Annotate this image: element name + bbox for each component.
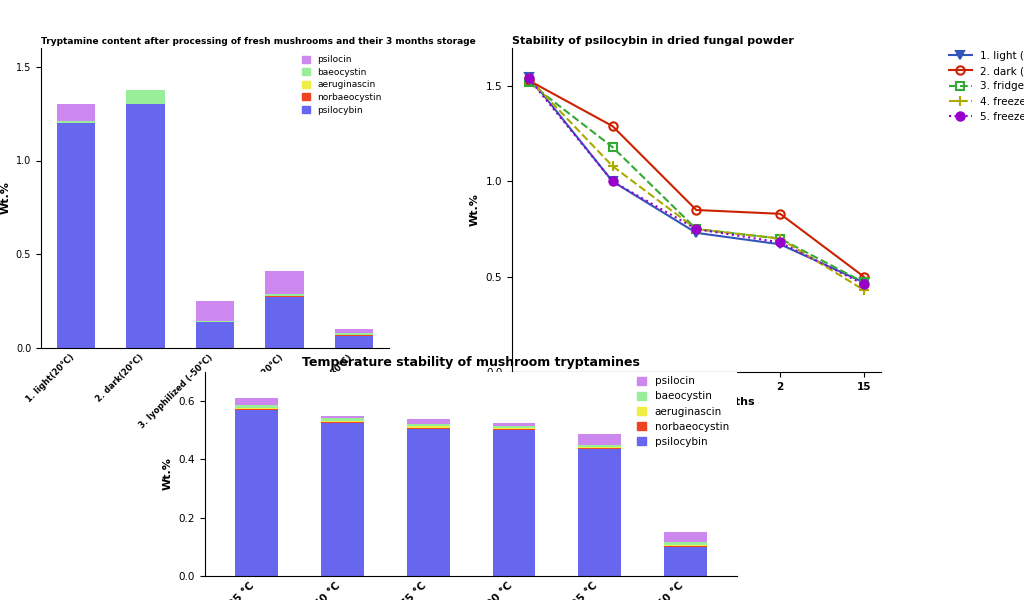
1. light (20 °C) — [606, 178, 618, 185]
5. freezer (-80 °C) — [690, 226, 702, 233]
Bar — [196, 301, 234, 321]
Bar — [407, 428, 450, 429]
1. light (20 °C) — [690, 229, 702, 236]
Legend: 1. light (20 °C), 2. dark (20 °C), 3. fridge (4 °C), 4. freezer (-20 °C), 5. fre: 1. light (20 °C), 2. dark (20 °C), 3. fr… — [944, 47, 1024, 126]
Bar — [56, 104, 95, 121]
Bar — [265, 298, 304, 348]
Title: Temperature stability of mushroom tryptamines: Temperature stability of mushroom trypta… — [302, 356, 640, 370]
3. fridge (4 °C) — [858, 279, 870, 286]
1. light (20 °C) — [858, 279, 870, 286]
Bar — [493, 429, 536, 430]
Bar — [665, 532, 708, 542]
Bar — [335, 336, 374, 348]
Bar — [493, 423, 536, 425]
Line: 3. fridge (4 °C): 3. fridge (4 °C) — [524, 78, 868, 287]
Bar — [265, 295, 304, 296]
Bar — [196, 322, 234, 348]
Line: 1. light (20 °C): 1. light (20 °C) — [524, 73, 868, 287]
Bar — [265, 271, 304, 293]
5. freezer (-80 °C) — [858, 281, 870, 288]
Bar — [493, 425, 536, 428]
Bar — [407, 429, 450, 576]
Line: 2. dark (20 °C): 2. dark (20 °C) — [524, 76, 868, 281]
Bar — [126, 104, 165, 348]
4. freezer (-20 °C) — [858, 286, 870, 293]
Bar — [579, 445, 622, 447]
Y-axis label: Wt.%: Wt.% — [0, 182, 10, 214]
X-axis label: Number of months: Number of months — [638, 397, 755, 407]
Bar — [407, 424, 450, 427]
Bar — [321, 423, 364, 576]
Bar — [335, 329, 374, 333]
Y-axis label: Wt.%: Wt.% — [470, 194, 480, 226]
4. freezer (-20 °C) — [606, 163, 618, 170]
Text: Tryptamine content after processing of fresh mushrooms and their 3 months storag: Tryptamine content after processing of f… — [41, 37, 476, 46]
Bar — [665, 547, 708, 576]
2. dark (20 °C) — [690, 206, 702, 214]
Bar — [265, 293, 304, 295]
Bar — [234, 409, 278, 410]
Legend: psilocin, baeocystin, aeruginascin, norbaeocystin, psilocybin: psilocin, baeocystin, aeruginascin, norb… — [634, 373, 732, 450]
Bar — [493, 428, 536, 429]
Y-axis label: Wt.%: Wt.% — [163, 458, 173, 490]
Bar — [407, 427, 450, 428]
3. fridge (4 °C) — [522, 79, 535, 86]
2. dark (20 °C) — [606, 122, 618, 130]
1. light (20 °C) — [774, 241, 786, 248]
5. freezer (-80 °C) — [522, 75, 535, 82]
Bar — [579, 447, 622, 448]
Bar — [665, 545, 708, 547]
3. fridge (4 °C) — [606, 143, 618, 151]
Bar — [196, 321, 234, 322]
Bar — [321, 418, 364, 421]
4. freezer (-20 °C) — [522, 75, 535, 82]
Bar — [579, 434, 622, 445]
Bar — [321, 416, 364, 418]
Bar — [321, 421, 364, 422]
4. freezer (-20 °C) — [690, 226, 702, 233]
Bar — [56, 123, 95, 348]
5. freezer (-80 °C) — [606, 178, 618, 185]
5. freezer (-80 °C) — [774, 239, 786, 246]
Bar — [579, 448, 622, 449]
Bar — [321, 422, 364, 423]
Bar — [407, 419, 450, 424]
1. light (20 °C) — [522, 73, 535, 80]
Bar — [234, 410, 278, 576]
Line: 5. freezer (-80 °C): 5. freezer (-80 °C) — [524, 74, 868, 289]
2. dark (20 °C) — [774, 210, 786, 217]
Bar — [126, 90, 165, 104]
Bar — [335, 333, 374, 335]
Text: Stability of psilocybin in dried fungal powder: Stability of psilocybin in dried fungal … — [512, 36, 794, 46]
Bar — [56, 121, 95, 123]
Bar — [234, 407, 278, 409]
3. fridge (4 °C) — [774, 235, 786, 242]
2. dark (20 °C) — [858, 273, 870, 280]
Bar — [579, 449, 622, 576]
Bar — [265, 296, 304, 298]
2. dark (20 °C) — [522, 77, 535, 84]
Line: 4. freezer (-20 °C): 4. freezer (-20 °C) — [524, 74, 868, 295]
Bar — [234, 398, 278, 404]
4. freezer (-20 °C) — [774, 235, 786, 242]
Legend: psilocin, baeocystin, aeruginascin, norbaeocystin, psilocybin: psilocin, baeocystin, aeruginascin, norb… — [299, 53, 385, 118]
Bar — [234, 404, 278, 407]
Bar — [665, 542, 708, 545]
Bar — [493, 430, 536, 576]
3. fridge (4 °C) — [690, 226, 702, 233]
